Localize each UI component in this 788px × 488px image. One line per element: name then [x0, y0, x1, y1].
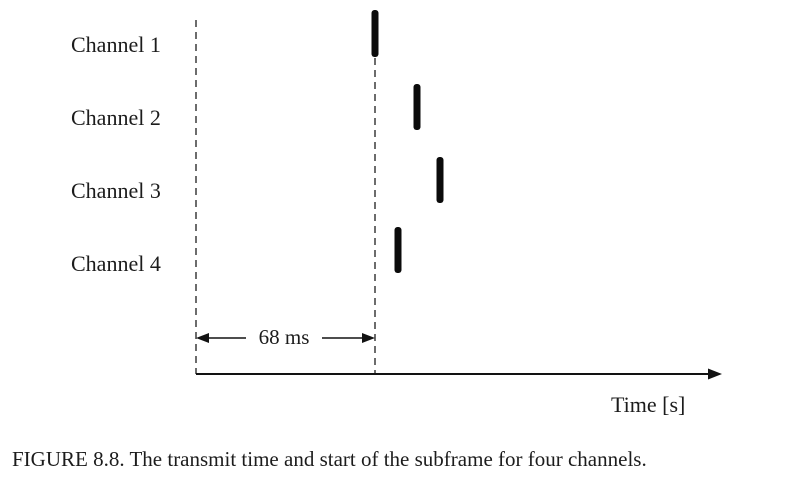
interval-arrow-left-head — [196, 333, 209, 343]
channel-3-label: Channel 3 — [71, 178, 161, 203]
interval-label: 68 ms — [258, 325, 310, 349]
time-axis-label: Time [s] — [611, 392, 686, 417]
channel-4-label: Channel 4 — [71, 251, 161, 276]
transmit-bar-channel-2 — [413, 84, 421, 130]
channel-1-label: Channel 1 — [71, 32, 161, 57]
transmit-bar-channel-4 — [394, 227, 402, 273]
interval-arrow-right-head — [362, 333, 375, 343]
figure-caption: FIGURE 8.8. The transmit time and start … — [12, 447, 647, 471]
transmit-bar-channel-3 — [436, 157, 444, 203]
channel-2-label: Channel 2 — [71, 105, 161, 130]
transmit-bar-channel-1 — [371, 10, 379, 57]
time-axis-arrowhead — [708, 368, 722, 380]
